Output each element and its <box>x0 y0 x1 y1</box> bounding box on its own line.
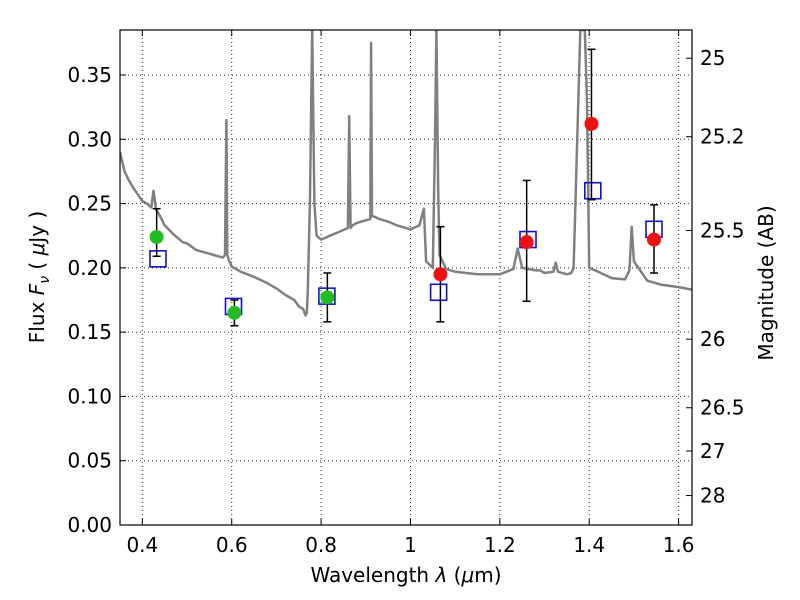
y-tick-label: 0.15 <box>67 320 112 344</box>
x-tick-label: 1.6 <box>663 533 695 557</box>
x-tick-label: 0.4 <box>126 533 158 557</box>
model-flux-box-5 <box>583 181 602 200</box>
x-tick-label: 1 <box>404 533 417 557</box>
observed-point-3 <box>433 267 448 282</box>
x-tick-label: 0.8 <box>305 533 337 557</box>
observed-point-5 <box>584 116 599 131</box>
y2-axis-label: Magnitude (AB) <box>754 205 778 360</box>
y-tick-label: 0.30 <box>67 127 112 151</box>
plot-frame <box>119 29 693 526</box>
y2-tick-label: 26 <box>700 327 725 351</box>
plot-layer <box>120 30 692 327</box>
y-tick-label: 0.25 <box>67 192 112 216</box>
grid-layer <box>120 30 692 526</box>
ticks-layer: 0.4 0.6 0.8 1 1.2 1.4 1.6 0.00 0.05 0.10 0.15 0.20 0… <box>67 30 745 557</box>
y-tick-label: 0.00 <box>67 513 112 537</box>
y-axis-label: Flux Fν ( μJy ) <box>25 211 53 343</box>
y-tick-label: 0.20 <box>67 256 112 280</box>
x-tick-label: 1.4 <box>573 533 605 557</box>
model-flux-box-3 <box>429 283 448 302</box>
y2-tick-label: 28 <box>700 484 725 508</box>
y-tick-label: 0.10 <box>67 384 112 408</box>
observed-point-4 <box>519 235 534 250</box>
x-tick-label: 0.6 <box>216 533 248 557</box>
y2-tick-label: 27 <box>700 439 725 463</box>
observed-point-2 <box>320 290 335 305</box>
y-tick-label: 0.35 <box>67 63 112 87</box>
observed-point-6 <box>647 232 662 247</box>
model-flux-box-0 <box>149 250 167 268</box>
y-tick-label: 0.05 <box>67 449 112 473</box>
sed-model-line <box>120 30 692 317</box>
y2-tick-label: 25 <box>700 46 725 70</box>
y2-tick-label: 25.2 <box>700 125 745 149</box>
y2-tick-label: 26.5 <box>700 396 745 420</box>
x-tick-label: 1.2 <box>484 533 516 557</box>
x-axis-label: Wavelength λ (μm) <box>310 563 501 587</box>
observed-point-1 <box>227 305 242 320</box>
y2-tick-label: 25.5 <box>700 218 745 242</box>
observed-point-0 <box>149 230 164 244</box>
